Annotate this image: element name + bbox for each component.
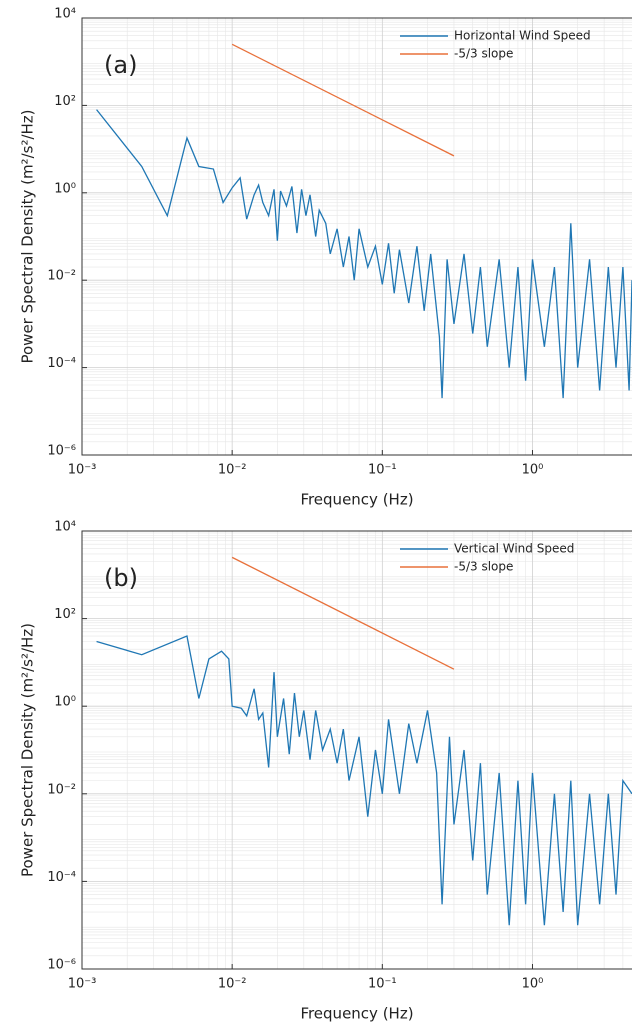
x-tick-label: 10⁰ (522, 977, 544, 992)
y-tick-label: 10⁰ (54, 695, 76, 710)
y-tick-label: 10⁻⁴ (47, 356, 76, 371)
series-line (96, 109, 632, 399)
y-tick-label: 10⁴ (54, 7, 76, 22)
x-tick-label: 10⁻² (218, 463, 247, 478)
y-tick-label: 10⁴ (54, 520, 76, 535)
y-tick-label: 10² (54, 607, 76, 622)
y-tick-label: 10⁻² (47, 782, 76, 797)
legend-label: Horizontal Wind Speed (454, 29, 591, 43)
y-axis-label: Power Spectral Density (m²/s²/Hz) (19, 623, 37, 877)
plot-frame (81, 530, 632, 970)
x-tick-label: 10⁻³ (68, 463, 97, 478)
plot-area (96, 43, 632, 399)
x-tick-label: 10⁻² (218, 977, 247, 992)
y-tick-label: 10² (54, 94, 76, 109)
panel: 10⁻³ 10⁻² 10⁻¹ 10⁰ 10⁻⁶ 10⁻⁴ 10⁻² 10⁰ 10² 10⁴ Vert… (19, 520, 632, 1023)
y-tick-label: 10⁻⁴ (47, 870, 76, 885)
panel-annotation: (a) (104, 51, 137, 79)
x-tick-label: 10⁻³ (68, 977, 97, 992)
y-tick-label: 10⁻² (47, 269, 76, 284)
panel: 10⁻³ 10⁻² 10⁻¹ 10⁰ 10⁻⁶ 10⁻⁴ 10⁻² 10⁰ 10² 10⁴ Hori… (19, 7, 632, 509)
panel-annotation: (b) (104, 564, 138, 592)
x-axis-label: Frequency (Hz) (300, 491, 413, 509)
y-tick-label: 10⁰ (54, 181, 76, 196)
y-tick-label: 10⁻⁶ (47, 958, 76, 973)
y-axis-label: Power Spectral Density (m²/s²/Hz) (19, 109, 37, 363)
legend-label: Vertical Wind Speed (454, 542, 574, 556)
series-line (231, 43, 455, 157)
x-tick-label: 10⁰ (522, 463, 544, 478)
series-line (231, 556, 455, 670)
series-line (96, 635, 632, 926)
legend-label: -5/3 slope (454, 560, 513, 574)
plot-area (96, 556, 632, 926)
plot-frame (81, 17, 632, 456)
x-tick-label: 10⁻¹ (368, 463, 397, 478)
x-tick-label: 10⁻¹ (368, 977, 397, 992)
y-tick-label: 10⁻⁶ (47, 444, 76, 459)
legend-label: -5/3 slope (454, 47, 513, 61)
x-axis-label: Frequency (Hz) (300, 1005, 413, 1023)
